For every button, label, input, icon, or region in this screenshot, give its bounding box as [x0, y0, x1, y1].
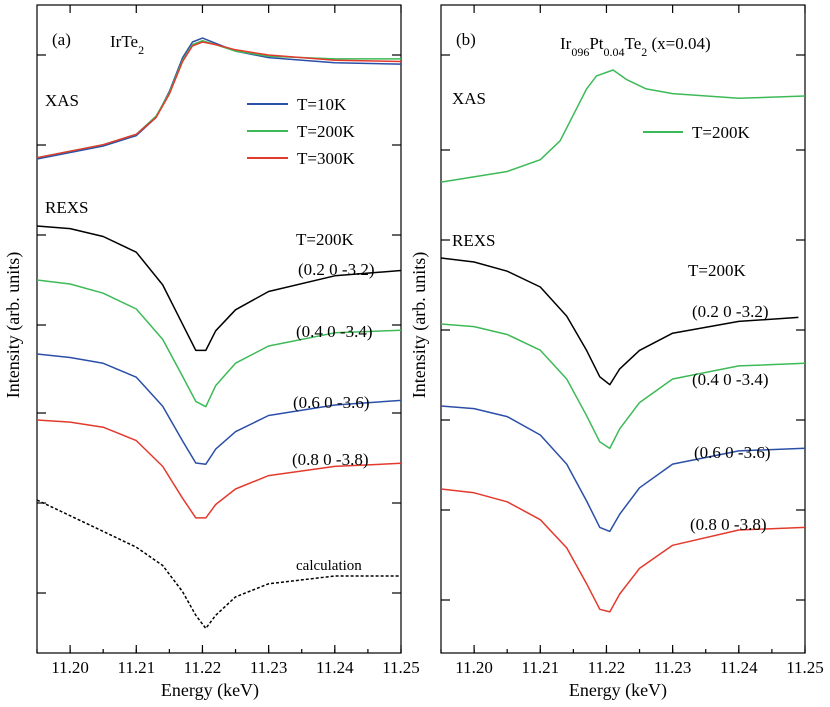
- rexs-series-label: (0.6 0 -3.6): [694, 443, 770, 462]
- rexs-series-line: [36, 225, 402, 352]
- panel-b-rexs-label: REXS: [452, 231, 495, 250]
- rexs-series-line: [36, 279, 402, 408]
- panel-a-legend: T=10K T=200K T=300K: [247, 95, 355, 168]
- rexs-series-line: [440, 405, 806, 533]
- panel-a-x-ticks: 11.20 11.21 11.22 11.23 11.24 11.25: [36, 5, 420, 677]
- rexs-series-label: (0.6 0 -3.6): [293, 393, 369, 412]
- x-tick-label: 11.25: [382, 658, 420, 677]
- x-tick-label: 11.22: [184, 658, 222, 677]
- panel-b-frame: [440, 4, 806, 654]
- panel-a-label: (a): [52, 30, 71, 49]
- x-tick-label: 11.25: [786, 658, 824, 677]
- panel-b-x-axis-label: Energy (keV): [569, 680, 667, 701]
- panel-b-series: [440, 69, 806, 613]
- legend-label: T=300K: [297, 149, 355, 168]
- rexs-series-label: (0.8 0 -3.8): [690, 515, 766, 534]
- rexs-series-label: (0.4 0 -3.4): [692, 370, 768, 389]
- panel-b-legend: T=200K: [643, 123, 750, 142]
- panel-a-xas-label: XAS: [45, 91, 79, 110]
- xas-series-line: [36, 37, 402, 160]
- x-tick-label: 11.20: [455, 658, 493, 677]
- panel-a-frame: [36, 4, 402, 654]
- panel-a-x-axis-label: Energy (keV): [161, 680, 259, 701]
- panel-a-y-ticks: [37, 54, 401, 594]
- x-tick-label: 11.21: [117, 658, 155, 677]
- x-tick-label: 11.23: [250, 658, 288, 677]
- panel-a-rexs-temperature: T=200K: [296, 230, 354, 249]
- rexs-series-label: (0.8 0 -3.8): [292, 450, 368, 469]
- panel-a-y-axis-label: Intensity (arb. units): [3, 252, 24, 398]
- rexs-series-label: (0.2 0 -3.2): [298, 260, 374, 279]
- rexs-series-line: [36, 419, 402, 519]
- x-tick-label: 11.22: [588, 658, 626, 677]
- x-tick-label: 11.24: [720, 658, 758, 677]
- legend-label: T=200K: [692, 123, 750, 142]
- rexs-series-line: [440, 257, 799, 386]
- x-tick-label: 11.20: [51, 658, 89, 677]
- panel-b: 11.20 11.21 11.22 11.23 11.24 11.25 T=200K (0…: [409, 4, 824, 701]
- rexs-series-line: [36, 353, 402, 465]
- panel-a-series-labels: (0.2 0 -3.2) (0.4 0 -3.4) (0.6 0 -3.6) (0.8…: [292, 260, 374, 574]
- calculation-line: [36, 499, 401, 630]
- panel-a-series: [36, 37, 402, 630]
- panel-a: 11.20 11.21 11.22 11.23 11.24 11.25 T=10K T=20…: [3, 4, 420, 701]
- rexs-series-label: calculation: [296, 558, 362, 574]
- x-tick-label: 11.24: [316, 658, 354, 677]
- panel-b-x-ticks: 11.20 11.21 11.22 11.23 11.24 11.25: [440, 5, 824, 677]
- legend-label: T=10K: [297, 95, 347, 114]
- x-tick-label: 11.23: [654, 658, 692, 677]
- xas-series-line: [36, 41, 402, 159]
- panel-b-series-labels: (0.2 0 -3.2) (0.4 0 -3.4) (0.6 0 -3.6) (0.8…: [690, 302, 770, 534]
- rexs-series-line: [440, 323, 806, 450]
- panel-b-rexs-temperature: T=200K: [688, 261, 746, 280]
- panel-b-compound: Ir096Pt0.04Te2 (x=0.04): [560, 34, 711, 59]
- rexs-series-line: [440, 488, 806, 613]
- legend-label: T=200K: [297, 122, 355, 141]
- panel-b-label: (b): [456, 30, 476, 49]
- panel-b-y-axis-label: Intensity (arb. units): [409, 252, 430, 398]
- panel-a-compound: IrTe2: [110, 32, 144, 57]
- rexs-series-label: (0.2 0 -3.2): [692, 302, 768, 321]
- xas-series-line: [440, 69, 806, 183]
- rexs-series-label: (0.4 0 -3.4): [296, 322, 372, 341]
- panel-b-xas-label: XAS: [452, 89, 486, 108]
- panel-a-rexs-label: REXS: [45, 198, 88, 217]
- x-tick-label: 11.21: [521, 658, 559, 677]
- panel-b-y-ticks: [441, 54, 805, 601]
